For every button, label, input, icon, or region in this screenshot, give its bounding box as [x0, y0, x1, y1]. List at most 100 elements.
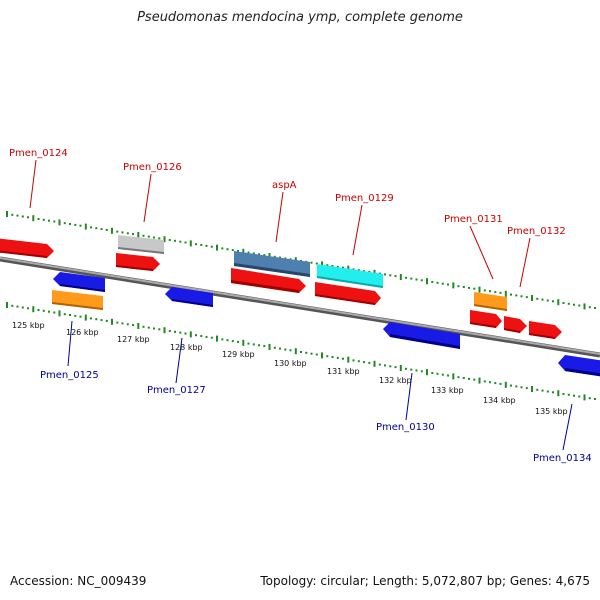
minor-tick: [583, 394, 586, 401]
gene-red-aspa-adjacent[interactable]: [231, 268, 306, 293]
minor-tick: [42, 309, 45, 312]
kbp-label: 126 kbp: [66, 328, 99, 337]
minor-tick: [237, 340, 239, 343]
major-tick: [452, 282, 455, 289]
minor-tick: [16, 305, 19, 308]
gene-pmen-0134[interactable]: [558, 355, 600, 377]
major-tick: [84, 314, 87, 321]
leader-pmen-0131: [469, 225, 494, 280]
minor-tick: [336, 265, 339, 268]
minor-tick: [63, 222, 66, 225]
minor-tick: [289, 349, 292, 352]
minor-tick: [279, 347, 281, 350]
minor-tick: [195, 243, 197, 246]
accession-text: Accession: NC_009439: [10, 574, 147, 588]
gene-pmen-0124[interactable]: [0, 238, 54, 258]
forward-genes: [0, 235, 562, 339]
minor-tick: [105, 228, 108, 231]
minor-tick: [79, 315, 82, 318]
minor-tick: [405, 367, 407, 370]
minor-tick: [132, 324, 134, 327]
kbp-label: 135 kbp: [535, 407, 568, 416]
gene-red-forward[interactable]: [116, 253, 160, 271]
gene-red-pmen-0129-adjacent[interactable]: [315, 282, 381, 305]
minor-tick: [6, 211, 8, 217]
minor-tick: [378, 363, 381, 366]
minor-tick: [410, 277, 413, 280]
minor-tick: [179, 240, 182, 243]
kbp-label: 131 kbp: [327, 367, 360, 376]
minor-tick: [510, 384, 512, 387]
label-pmen-0132: Pmen_0132: [507, 226, 566, 237]
minor-tick: [368, 270, 371, 273]
bottom-labels: Pmen_0125 Pmen_0127 Pmen_0130 Pmen_0134: [40, 370, 592, 464]
minor-tick: [321, 352, 323, 359]
leader-pmen-0125: [67, 320, 73, 367]
minor-tick: [468, 286, 470, 289]
minor-tick: [352, 268, 355, 271]
minor-tick: [583, 303, 586, 310]
minor-tick: [226, 339, 229, 342]
minor-tick: [237, 249, 239, 252]
minor-tick: [21, 215, 24, 218]
minor-tick: [426, 369, 428, 376]
minor-tick: [184, 241, 187, 244]
label-pmen-0130: Pmen_0130: [376, 422, 435, 433]
major-tick: [504, 290, 507, 297]
minor-tick: [158, 237, 161, 240]
label-pmen-0125: Pmen_0125: [40, 370, 99, 381]
gene-pmen-0130[interactable]: [383, 322, 460, 349]
label-pmen-0129: Pmen_0129: [335, 193, 394, 204]
minor-tick: [363, 270, 365, 273]
gene-pmen-0127[interactable]: [165, 287, 213, 307]
minor-tick: [520, 386, 523, 389]
genome-backbone-highlight: [0, 257, 600, 355]
minor-tick: [310, 352, 313, 355]
minor-tick: [153, 327, 155, 330]
minor-tick: [321, 261, 323, 268]
leader-pmen-0126: [143, 173, 152, 223]
minor-tick: [74, 223, 77, 226]
minor-tick: [389, 274, 392, 277]
minor-tick: [473, 378, 476, 381]
minor-tick: [436, 281, 439, 284]
gene-pmen-0132[interactable]: [470, 310, 562, 339]
minor-tick: [546, 390, 549, 393]
minor-tick: [284, 348, 287, 351]
minor-tick: [205, 244, 208, 247]
label-pmen-0134: Pmen_0134: [533, 453, 592, 464]
minor-tick: [268, 253, 271, 259]
gene-pmen-0126[interactable]: [118, 235, 164, 254]
gene-pmen-0125[interactable]: [52, 272, 105, 310]
gene-aspa[interactable]: [234, 251, 310, 277]
minor-tick: [578, 395, 581, 398]
minor-tick: [567, 393, 570, 396]
major-tick: [452, 373, 455, 380]
minor-tick: [105, 319, 108, 322]
minor-tick: [363, 361, 365, 364]
minor-tick: [300, 351, 302, 353]
minor-tick: [541, 298, 544, 301]
minor-tick: [168, 330, 171, 332]
kbp-label: 133 kbp: [431, 386, 464, 395]
minor-tick: [273, 346, 276, 349]
minor-tick: [79, 224, 82, 227]
minor-tick: [132, 233, 134, 236]
minor-tick: [100, 319, 103, 322]
gene-pmen-0131[interactable]: [474, 292, 507, 311]
genome-title: Pseudomonas mendocina ymp, complete geno…: [137, 10, 463, 25]
minor-tick: [63, 313, 66, 316]
minor-tick: [331, 265, 334, 267]
leader-pmen-0134: [562, 403, 573, 451]
minor-tick: [142, 234, 145, 237]
kbp-label: 130 kbp: [274, 359, 307, 368]
minor-tick: [168, 239, 171, 241]
minor-tick: [69, 314, 71, 316]
minor-tick: [69, 223, 71, 225]
minor-tick: [389, 365, 392, 368]
gene-pmen-0129[interactable]: [317, 264, 383, 288]
minor-tick: [342, 357, 344, 360]
genome-summary-text: Topology: circular; Length: 5,072,807 bp…: [260, 574, 590, 588]
minor-tick: [42, 218, 45, 221]
